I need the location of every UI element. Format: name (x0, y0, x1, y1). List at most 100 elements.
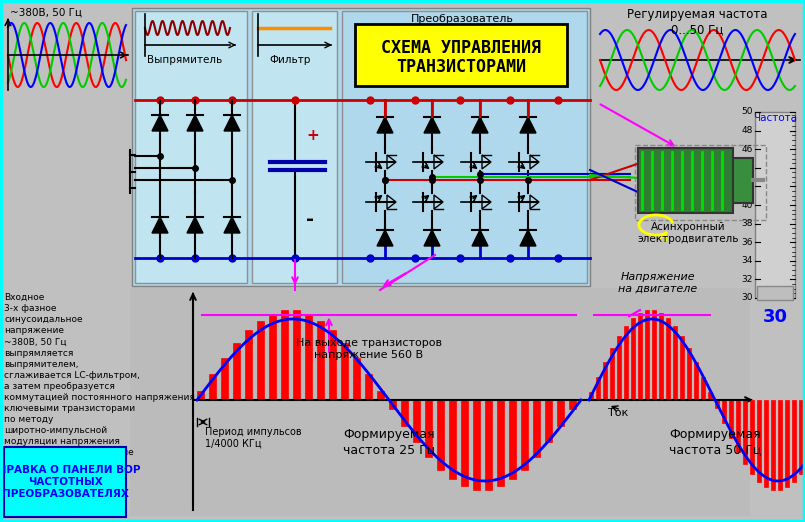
Bar (233, 343, 240, 400)
Bar (757, 400, 761, 482)
Text: 42: 42 (741, 182, 753, 191)
Bar (521, 400, 528, 470)
Text: +: + (306, 128, 319, 143)
Bar (589, 392, 593, 400)
Bar (389, 400, 396, 409)
Text: Напряжение
на двигателе: Напряжение на двигателе (618, 272, 698, 293)
Bar (701, 377, 705, 400)
Text: 40: 40 (741, 200, 753, 209)
Polygon shape (424, 117, 440, 133)
Polygon shape (472, 230, 488, 246)
Text: Входное
3-х фазное
синусоидальное
напряжение
~380В, 50 Гц
выпрямляется
выпрямите: Входное 3-х фазное синусоидальное напряж… (4, 293, 195, 480)
Bar (317, 321, 324, 400)
Polygon shape (472, 117, 488, 133)
Bar (437, 400, 444, 470)
Bar (785, 400, 789, 487)
Polygon shape (187, 115, 203, 131)
Bar (293, 311, 300, 400)
Text: На выходе транзисторов
напряжение 560 В: На выходе транзисторов напряжение 560 В (296, 338, 442, 360)
Bar (130, 288, 750, 516)
Bar (755, 112, 795, 298)
Bar (461, 400, 468, 486)
Bar (673, 326, 677, 400)
Bar (631, 318, 635, 400)
Bar (694, 362, 698, 400)
Bar (473, 400, 480, 490)
Bar (485, 400, 492, 490)
Bar (771, 400, 775, 490)
Text: Формируемая
частота 50 Гц: Формируемая частота 50 Гц (669, 428, 762, 456)
Polygon shape (424, 230, 440, 246)
Text: 44: 44 (741, 163, 753, 172)
Bar (557, 400, 564, 426)
Text: Период импульсов
1/4000 КГц: Период импульсов 1/4000 КГц (205, 427, 302, 448)
Text: Асинхронный
электродвигатель: Асинхронный электродвигатель (638, 222, 739, 244)
Bar (617, 336, 621, 400)
Bar (341, 343, 348, 400)
Bar (778, 400, 782, 490)
Text: 36: 36 (741, 238, 753, 247)
Text: 38: 38 (741, 219, 753, 228)
Bar (377, 391, 384, 400)
Text: Регулируемая частота
0...50 Гц: Регулируемая частота 0...50 Гц (627, 8, 767, 36)
Text: 34: 34 (741, 256, 753, 265)
Polygon shape (224, 217, 240, 233)
Text: 50: 50 (741, 108, 753, 116)
Text: 48: 48 (741, 126, 753, 135)
Bar (449, 400, 456, 479)
Bar (733, 158, 753, 203)
Polygon shape (152, 115, 168, 131)
Bar (413, 400, 420, 443)
Text: 30: 30 (741, 293, 753, 303)
Bar (245, 330, 252, 400)
Bar (135, 11, 247, 283)
Bar (743, 400, 747, 464)
Polygon shape (187, 217, 203, 233)
Text: 46: 46 (741, 145, 753, 153)
Text: 32: 32 (741, 275, 753, 284)
Bar (509, 400, 516, 479)
Bar (757, 286, 793, 300)
Text: -: - (306, 210, 314, 229)
Bar (305, 314, 312, 400)
Text: Частота: Частота (753, 113, 797, 123)
Bar (281, 311, 288, 400)
Bar (401, 400, 408, 426)
Bar (545, 400, 552, 443)
Text: ~380В, 50 Гц: ~380В, 50 Гц (10, 8, 82, 18)
Text: СХЕМА УПРАВЛЕНИЯ: СХЕМА УПРАВЛЕНИЯ (381, 39, 541, 57)
Bar (736, 400, 740, 452)
Text: Выпрямитель: Выпрямитель (147, 55, 223, 65)
Bar (252, 11, 337, 283)
Polygon shape (377, 117, 393, 133)
Bar (269, 314, 276, 400)
Bar (425, 400, 432, 457)
Bar (645, 311, 649, 400)
Bar (221, 358, 228, 400)
Text: 30: 30 (762, 308, 787, 326)
Polygon shape (152, 217, 168, 233)
Text: ТРАНЗИСТОРАМИ: ТРАНЗИСТОРАМИ (396, 58, 526, 76)
Text: СПРАВКА О ПАНЕЛИ ВОР
ЧАСТОТНЫХ
ПРЕОБРАЗОВАТЕЛЯХ: СПРАВКА О ПАНЕЛИ ВОР ЧАСТОТНЫХ ПРЕОБРАЗО… (0, 466, 140, 499)
Bar (729, 400, 733, 438)
Text: Преобразователь: Преобразователь (411, 14, 514, 24)
Bar (750, 400, 754, 474)
Bar (596, 377, 600, 400)
Bar (799, 400, 803, 474)
Bar (610, 348, 614, 400)
Text: Фильтр: Фильтр (270, 55, 311, 65)
Bar (365, 374, 372, 400)
Bar (497, 400, 504, 486)
Bar (569, 400, 576, 409)
Bar (329, 330, 336, 400)
Bar (764, 400, 768, 487)
Bar (257, 321, 264, 400)
Bar (635, 145, 766, 220)
Bar (715, 400, 719, 408)
Bar (652, 311, 656, 400)
Bar (533, 400, 540, 457)
Bar (680, 336, 684, 400)
Polygon shape (377, 230, 393, 246)
Text: Формируемая
частота 25 Гц: Формируемая частота 25 Гц (343, 428, 436, 456)
Bar (624, 326, 628, 400)
